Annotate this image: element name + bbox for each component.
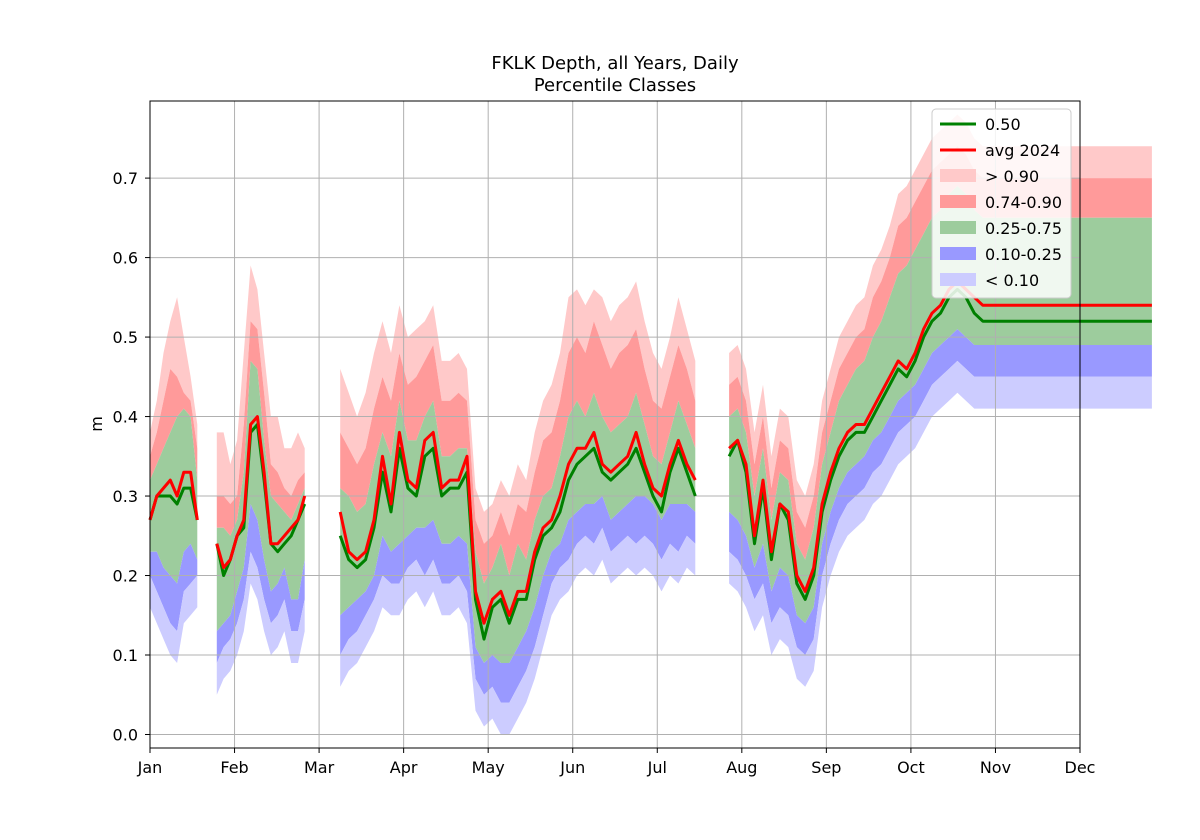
x-tick-label: Jan [137, 758, 163, 777]
legend-patch-swatch [940, 195, 976, 208]
y-tick-label: 0.7 [113, 169, 138, 188]
x-tick-label: Jun [559, 758, 585, 777]
band-0.10-0.25-seg-2 [340, 496, 696, 703]
chart-subtitle: Percentile Classes [534, 75, 696, 96]
legend-label: 0.25-0.75 [985, 219, 1062, 238]
y-tick-label: 0.1 [113, 646, 138, 665]
avg-2024-line-seg-0 [148, 470, 199, 521]
y-tick-label: 0.0 [113, 725, 138, 744]
x-tick-label: Aug [726, 758, 757, 777]
x-tick-label: May [472, 758, 505, 777]
median-line-seg-3 [727, 287, 1152, 601]
legend-label: avg 2024 [985, 141, 1060, 160]
x-tick-label: Feb [220, 758, 248, 777]
x-tick-label: Jul [647, 758, 667, 777]
band-0.74-0.90-seg-3 [729, 146, 1152, 560]
legend: 0.50 avg 2024 > 0.90 0.74-0.90 0.25-0.75 0.10… [931, 108, 1072, 299]
legend-patch-swatch [940, 273, 976, 286]
band-lt-0.10-seg-0 [150, 575, 198, 663]
y-tick-label: 0.2 [113, 567, 138, 586]
band-0.10-0.25-seg-3 [729, 329, 1152, 655]
band-gt-0.90-seg-1 [216, 265, 305, 504]
legend-patch-swatch [940, 169, 976, 182]
chart-title: FKLK Depth, all Years, Daily [491, 53, 739, 74]
band-lt-0.10-seg-1 [216, 551, 305, 695]
x-tick-label: Apr [390, 758, 418, 777]
band-0.74-0.90-seg-2 [340, 321, 696, 584]
band-0.74-0.90-seg-1 [216, 321, 305, 536]
x-axis: Jan Feb Mar Apr May Jun Jul Aug Sep Oct Nov Dec [137, 748, 1096, 777]
legend-label: 0.74-0.90 [985, 193, 1062, 212]
x-tick-label: Nov [980, 758, 1011, 777]
median-line-seg-2 [338, 446, 697, 641]
band-gt-0.90-seg-3 [729, 114, 1152, 528]
legend-patch-swatch [940, 247, 976, 260]
band-lt-0.10-seg-3 [729, 360, 1152, 687]
legend-label: 0.10-0.25 [985, 245, 1062, 264]
avg-2024-line-seg-1 [215, 415, 307, 570]
band-gt-0.90-seg-2 [340, 281, 696, 544]
band-0.10-0.25-seg-0 [150, 543, 198, 632]
y-tick-label: 0.5 [113, 328, 138, 347]
band-lt-0.10-seg-2 [340, 527, 696, 735]
legend-label: > 0.90 [985, 167, 1039, 186]
y-axis-label: m [87, 416, 106, 432]
band-0.25-0.75-seg-2 [340, 392, 696, 663]
avg-2024-line-seg-3 [728, 279, 1152, 593]
y-tick-label: 0.3 [113, 487, 138, 506]
y-tick-label: 0.6 [113, 249, 138, 268]
avg-2024-line-seg-2 [338, 430, 697, 625]
legend-patch-swatch [940, 221, 976, 234]
y-axis: 0.0 0.1 0.2 0.3 0.4 0.5 0.6 0.7 [113, 169, 150, 744]
x-tick-label: Sep [811, 758, 841, 777]
x-tick-label: Dec [1065, 758, 1096, 777]
x-tick-label: Oct [897, 758, 925, 777]
legend-label: 0.50 [985, 115, 1021, 134]
y-tick-label: 0.4 [113, 408, 138, 427]
plot-frame [149, 100, 1081, 749]
legend-label: < 0.10 [985, 271, 1039, 290]
series-lines [148, 279, 1152, 641]
band-gt-0.90-seg-0 [150, 297, 198, 457]
band-0.74-0.90-seg-0 [150, 368, 198, 481]
x-tick-label: Mar [304, 758, 335, 777]
